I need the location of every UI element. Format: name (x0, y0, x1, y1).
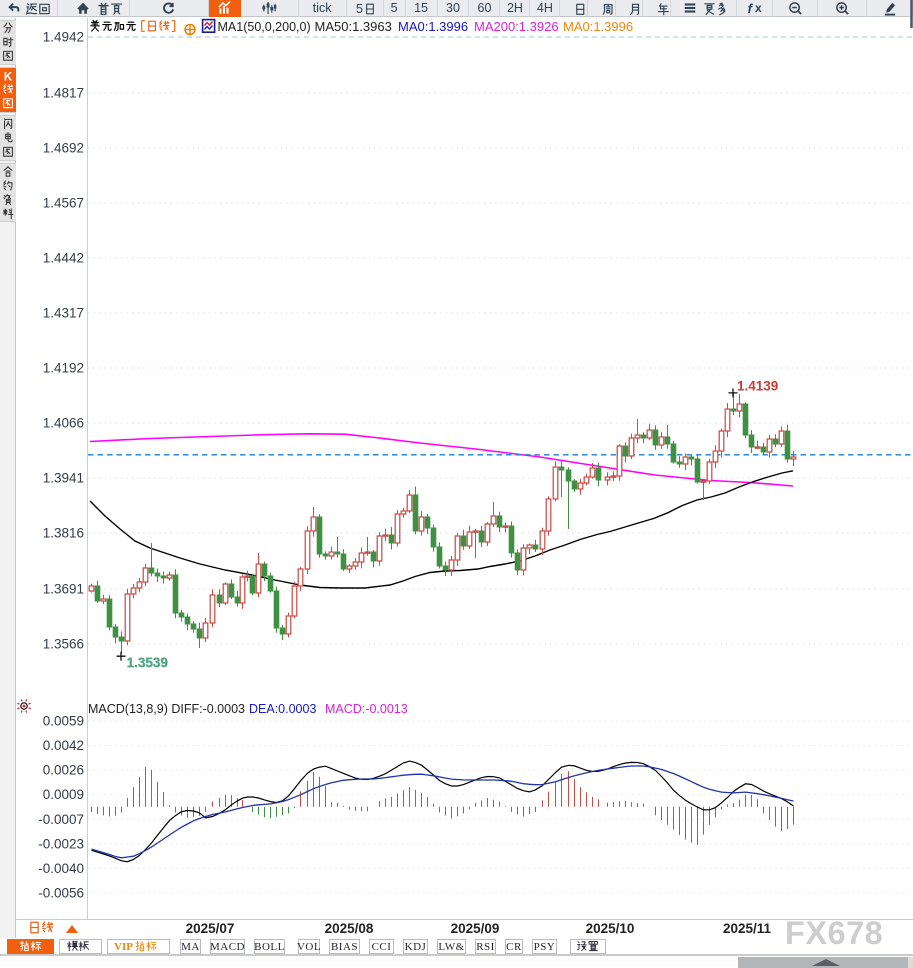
svg-text:2025/11: 2025/11 (723, 921, 772, 936)
svg-text:1.4192: 1.4192 (43, 361, 84, 376)
svg-text:1.4139: 1.4139 (737, 379, 778, 394)
svg-text:1.4692: 1.4692 (43, 141, 84, 156)
svg-text:-0.0023: -0.0023 (38, 836, 84, 851)
svg-text:1.3941: 1.3941 (43, 471, 84, 486)
svg-text:MA1(50,0,200,0): MA1(50,0,200,0) (218, 20, 311, 34)
svg-text:1.3566: 1.3566 (43, 637, 84, 652)
svg-text:1.4066: 1.4066 (43, 416, 84, 431)
svg-text:0.0009: 0.0009 (43, 787, 84, 802)
svg-text:MACD(13,8,9) DIFF:-0.0003: MACD(13,8,9) DIFF:-0.0003 (88, 702, 245, 716)
svg-text:1.4317: 1.4317 (43, 306, 84, 321)
svg-text:-0.0007: -0.0007 (38, 812, 84, 827)
svg-text:MA0:1.3996: MA0:1.3996 (398, 19, 468, 34)
svg-text:1.4442: 1.4442 (43, 251, 84, 266)
svg-text:MA50:1.3963: MA50:1.3963 (315, 19, 392, 34)
svg-text:1.4942: 1.4942 (43, 30, 84, 45)
svg-text:1.3816: 1.3816 (43, 526, 84, 541)
svg-text:-0.0040: -0.0040 (38, 861, 84, 876)
svg-text:MA0:1.3996: MA0:1.3996 (563, 19, 633, 34)
svg-text:2025/08: 2025/08 (325, 921, 374, 936)
svg-text:1.3691: 1.3691 (43, 582, 84, 597)
svg-text:1.3539: 1.3539 (127, 655, 168, 670)
svg-text:-0.0056: -0.0056 (38, 886, 84, 901)
svg-text:1.4817: 1.4817 (43, 86, 84, 101)
svg-text:DEA:0.0003: DEA:0.0003 (249, 702, 316, 716)
svg-text:MACD:-0.0013: MACD:-0.0013 (325, 702, 408, 716)
svg-text:2025/09: 2025/09 (451, 921, 500, 936)
svg-text:0.0059: 0.0059 (43, 714, 84, 729)
svg-text:MA200:1.3926: MA200:1.3926 (474, 19, 559, 34)
svg-text:2025/10: 2025/10 (586, 921, 635, 936)
svg-text:0.0042: 0.0042 (43, 738, 84, 753)
svg-text:1.4567: 1.4567 (43, 196, 84, 211)
svg-text:0.0026: 0.0026 (43, 763, 84, 778)
svg-text:2025/07: 2025/07 (186, 921, 235, 936)
